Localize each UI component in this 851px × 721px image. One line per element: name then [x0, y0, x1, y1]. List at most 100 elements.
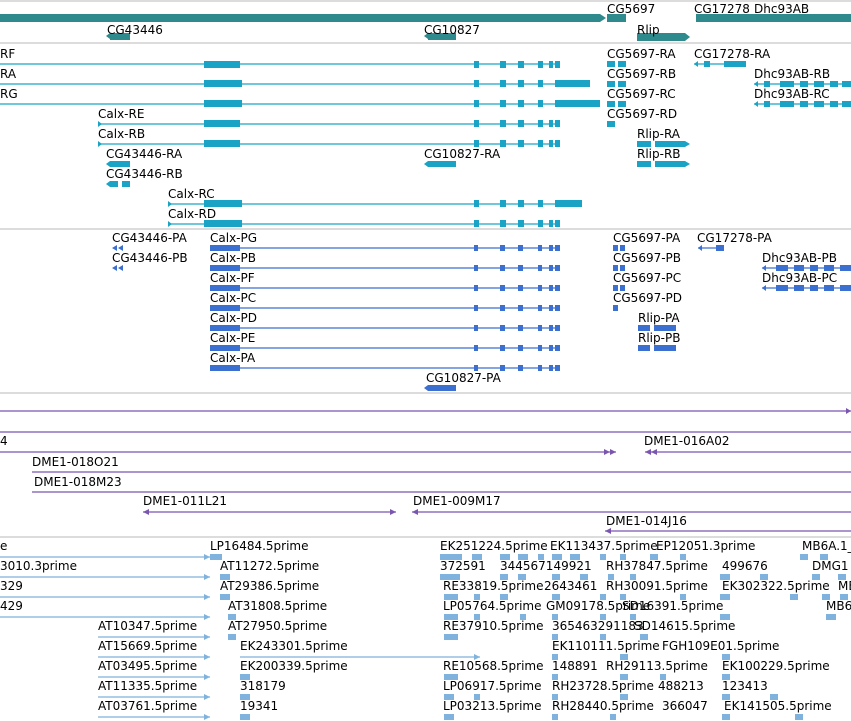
protein-label-Dhc93AB-PC[interactable]: Dhc93AB-PC — [762, 271, 837, 285]
transcript-label-CG5697-RA[interactable]: CG5697-RA — [607, 47, 676, 61]
transcript-Rlip-RA-glyph[interactable] — [637, 141, 690, 147]
protein-label-Calx-PG[interactable]: Calx-PG — [210, 231, 257, 245]
est-label-AT11272.5prime[interactable]: AT11272.5prime — [220, 559, 319, 573]
est-label-SD14615.5prime[interactable]: SD14615.5prime — [634, 619, 735, 633]
protein-Dhc93AB-PB-glyph[interactable] — [762, 265, 851, 271]
gene-bar-Rlip[interactable] — [637, 33, 685, 41]
clone-label-DME1-011L21[interactable]: DME1-011L21 — [143, 494, 227, 508]
est-label-AT15669.5prime[interactable]: AT15669.5prime — [98, 639, 197, 653]
transcript-Dhc93AB-RC-glyph[interactable] — [754, 101, 851, 107]
est-label-EK113437.5prime[interactable]: EK113437.5prime — [550, 539, 658, 553]
est-label-366047[interactable]: 366047 — [662, 699, 708, 713]
est-label-19341[interactable]: 19341 — [240, 699, 278, 713]
est-glyphs[interactable] — [0, 554, 848, 720]
est-label-MB6[interactable]: MB6 — [826, 599, 851, 613]
transcript-label-CG5697-RB[interactable]: CG5697-RB — [607, 67, 676, 81]
clone-label-DME1-016A02[interactable]: DME1-016A02 — [644, 434, 730, 448]
est-label-FGH109E01.5prime[interactable]: FGH109E01.5prime — [662, 639, 779, 653]
transcript-Calx-RD[interactable] — [168, 220, 560, 227]
est-label-429[interactable]: 429 — [0, 599, 23, 613]
transcript-RF[interactable] — [0, 61, 560, 68]
gene-bar-CG10827[interactable] — [428, 33, 456, 40]
protein-label-Calx-PD[interactable]: Calx-PD — [210, 311, 257, 325]
protein-label-Calx-PA[interactable]: Calx-PA — [210, 351, 256, 365]
est-label-AT03495.5prime[interactable]: AT03495.5prime — [98, 659, 197, 673]
protein-label-Calx-PF[interactable]: Calx-PF — [210, 271, 255, 285]
transcript-CG5697-RD-glyph[interactable] — [607, 121, 615, 127]
est-label-LP06917.5prime[interactable]: LP06917.5prime — [443, 679, 542, 693]
gene-bar-calx[interactable] — [0, 14, 600, 22]
protein-label-CG5697-PD[interactable]: CG5697-PD — [613, 291, 682, 305]
transcript-Calx-RC[interactable] — [168, 200, 582, 207]
est-label-AT31808.5prime[interactable]: AT31808.5prime — [228, 599, 327, 613]
transcript-label-Calx-RC[interactable]: Calx-RC — [168, 187, 215, 201]
est-label-DMG1[interactable]: DMG1 — [812, 559, 849, 573]
est-label-SD16391.5prime[interactable]: SD16391.5prime — [622, 599, 723, 613]
est-label-488213[interactable]: 488213 — [658, 679, 704, 693]
est-label-EK110111.5prime[interactable]: EK110111.5prime — [552, 639, 660, 653]
est-label-AT11335.5prime[interactable]: AT11335.5prime — [98, 679, 197, 693]
gene-label-Rlip[interactable]: Rlip — [637, 23, 660, 37]
est-label-AT27950.5prime[interactable]: AT27950.5prime — [228, 619, 327, 633]
protein-label-Calx-PC[interactable]: Calx-PC — [210, 291, 256, 305]
transcript-CG5697-RA-glyph[interactable] — [607, 61, 626, 67]
est-label-GM09178.5prime[interactable]: GM09178.5prime — [546, 599, 650, 613]
est-label-AT03761.5prime[interactable]: AT03761.5prime — [98, 699, 197, 713]
est-label-499676[interactable]: 499676 — [722, 559, 768, 573]
protein-label-Calx-PE[interactable]: Calx-PE — [210, 331, 255, 345]
gene-bar-CG17278-Dhc93AB[interactable] — [696, 14, 851, 22]
transcript-label-Calx-RE[interactable]: Calx-RE — [98, 107, 144, 121]
transcript-CG43446-RA[interactable] — [106, 161, 130, 167]
transcript-label-Calx-RD[interactable]: Calx-RD — [168, 207, 216, 221]
protein-label-Rlip-PB[interactable]: Rlip-PB — [638, 331, 680, 345]
transcript-label-Dhc93AB-RC[interactable]: Dhc93AB-RC — [754, 87, 830, 101]
gene-label-CG10827[interactable]: CG10827 — [424, 23, 480, 37]
transcript-label-CG5697-RD[interactable]: CG5697-RD — [607, 107, 677, 121]
protein-Dhc93AB-PC-glyph[interactable] — [762, 285, 851, 291]
est-label-RH30091.5prime[interactable]: RH30091.5prime — [606, 579, 708, 593]
transcript-CG5697-RC-glyph[interactable] — [607, 101, 626, 107]
protein-label-Calx-PB[interactable]: Calx-PB — [210, 251, 256, 265]
est-label-EK100229.5prime[interactable]: EK100229.5prime — [722, 659, 830, 673]
protein-CG10827-PA-glyph[interactable] — [424, 385, 456, 391]
transcript-label-CG17278-RA[interactable]: CG17278-RA — [694, 47, 771, 61]
transcript-RA[interactable] — [0, 80, 590, 87]
gene-bar-CG5697[interactable] — [607, 14, 626, 22]
est-label-RE33819.5prime[interactable]: RE33819.5prime — [443, 579, 544, 593]
transcript-label-Dhc93AB-RB[interactable]: Dhc93AB-RB — [754, 67, 830, 81]
protein-label-Rlip-PA[interactable]: Rlip-PA — [638, 311, 680, 325]
transcript-Calx-RB[interactable] — [98, 140, 560, 147]
transcript-label-CG10827-RA[interactable]: CG10827-RA — [424, 147, 501, 161]
clone-DME1-009M17-glyph[interactable] — [412, 509, 851, 515]
protein-label-CG5697-PA[interactable]: CG5697-PA — [613, 231, 681, 245]
est-label-AT10347.5prime[interactable]: AT10347.5prime — [98, 619, 197, 633]
protein-CG5697-glyphs[interactable] — [613, 245, 625, 311]
gene-label-Dhc93AB[interactable]: Dhc93AB — [754, 2, 809, 16]
est-label-LP03213.5prime[interactable]: LP03213.5prime — [443, 699, 542, 713]
clone-label-DME1-014J16[interactable]: DME1-014J16 — [606, 514, 687, 528]
clone-label-partial-4[interactable]: 4 — [0, 434, 8, 448]
est-label-AT29386.5prime[interactable]: AT29386.5prime — [220, 579, 319, 593]
protein-label-CG5697-PB[interactable]: CG5697-PB — [613, 251, 681, 265]
est-label-329[interactable]: 329 — [0, 579, 23, 593]
transcript-Rlip-RB-glyph[interactable] — [637, 161, 690, 167]
est-label-RE37910.5prime[interactable]: RE37910.5prime — [443, 619, 544, 633]
est-label-EK302322.5prime[interactable]: EK302322.5prime — [722, 579, 830, 593]
protein-label-CG43446-PA[interactable]: CG43446-PA — [112, 231, 188, 245]
est-label-EK141505.5prime[interactable]: EK141505.5prime — [724, 699, 832, 713]
est-label-365463291183[interactable]: 365463291183 — [552, 619, 644, 633]
protein-CG43446-PA-glyph[interactable] — [112, 245, 123, 251]
transcript-CG10827-RA[interactable] — [424, 161, 456, 167]
est-label-EP12051.3prime[interactable]: EP12051.3prime — [656, 539, 755, 553]
protein-CG17278-PA-glyph[interactable] — [698, 245, 724, 251]
clone-DME1-014J16-glyph[interactable] — [605, 528, 851, 534]
est-label-RH28440.5prime[interactable]: RH28440.5prime — [552, 699, 654, 713]
transcript-label-CG43446-RB[interactable]: CG43446-RB — [106, 167, 183, 181]
gene-label-CG43446[interactable]: CG43446 — [107, 23, 163, 37]
clone-label-DME1-018M23[interactable]: DME1-018M23 — [34, 475, 122, 489]
protein-label-CG5697-PC[interactable]: CG5697-PC — [613, 271, 681, 285]
est-label-EK251224.5prime[interactable]: EK251224.5prime — [440, 539, 548, 553]
transcript-label-Rlip-RB[interactable]: Rlip-RB — [637, 147, 681, 161]
clone-label-DME1-018O21[interactable]: DME1-018O21 — [32, 455, 119, 469]
transcript-label-Calx-RB[interactable]: Calx-RB — [98, 127, 145, 141]
